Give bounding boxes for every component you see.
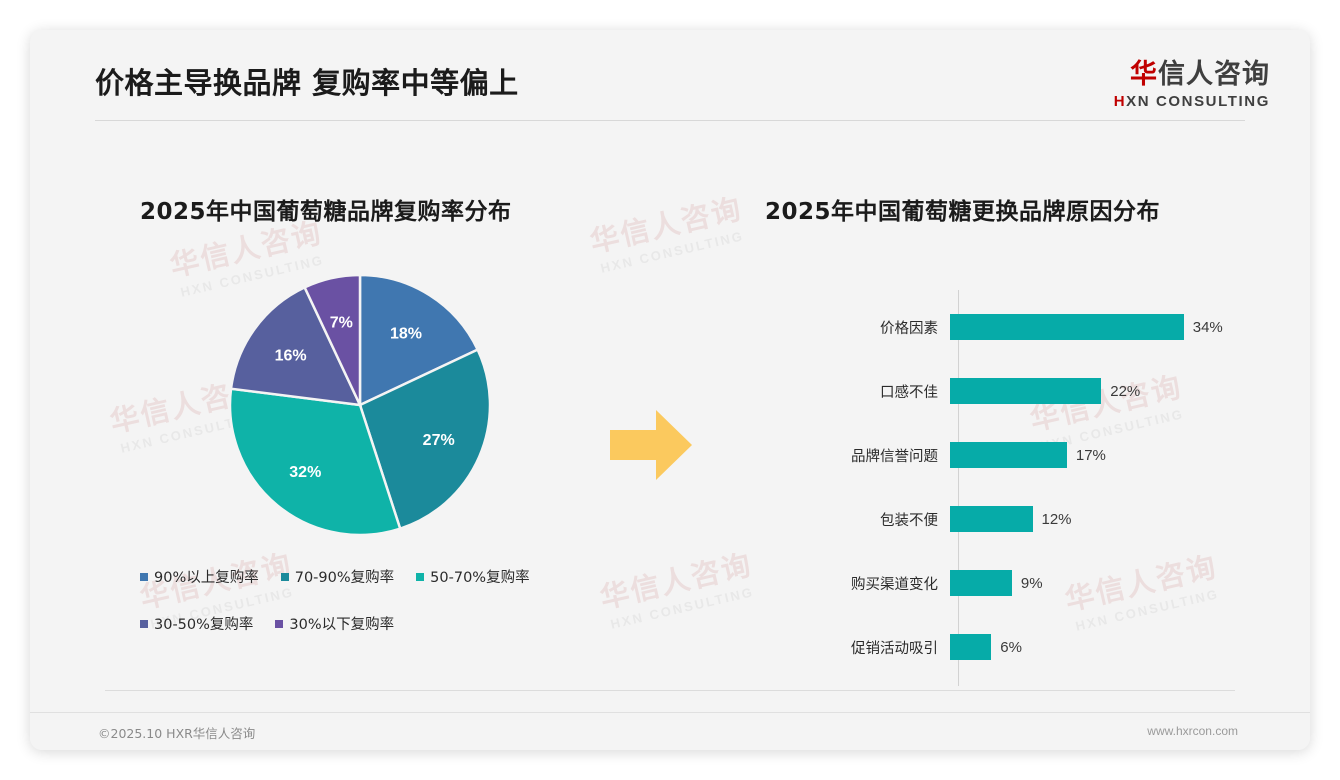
legend-swatch (280, 572, 289, 581)
footnote-divider (105, 690, 1235, 691)
legend-swatch (140, 572, 148, 581)
bar-category-label: 品牌信誉问题 (851, 448, 938, 465)
pie-slice-label: 18% (390, 326, 422, 343)
pie-slice (302, 273, 362, 406)
bar-category-label: 促销活动吸引 (851, 640, 938, 657)
pie-slice (228, 387, 402, 537)
legend-label: 50-70%复购率 (430, 570, 530, 586)
right-chart-title: 2025年中国葡萄糖更换品牌原因分布 (765, 199, 1161, 225)
logo-accent-char: 华 (1130, 59, 1158, 90)
pie-slice (358, 273, 480, 407)
slide-canvas: 华信人咨询 HXN CONSULTING 华信人咨询 HXN CONSULTIN… (30, 30, 1310, 750)
bar-row[interactable]: 包装不便 12% (765, 504, 1265, 534)
watermark-en: HXN CONSULTING (609, 584, 756, 632)
logo-rest-chars: 信人咨询 (1158, 59, 1270, 90)
bar-category-label: 口感不佳 (880, 384, 938, 401)
page-title: 价格主导换品牌 复购率中等偏上 (95, 66, 519, 100)
bar-value-label: 34% (1192, 318, 1223, 336)
bar-fill (950, 506, 1033, 532)
bar-chart: 价格因素 34% 口感不佳 22% 品牌信誉问题 17% 包装不便 12% 购买渠道变化 9% 促销… (765, 280, 1265, 690)
legend-item[interactable]: 30-50%复购率 (140, 613, 253, 634)
watermark: 华信人咨询 HXN CONSULTING (585, 185, 749, 276)
legend-item[interactable]: 30%以下复购率 (275, 613, 394, 634)
bar-chart-axis (958, 290, 959, 686)
watermark-en: HXN CONSULTING (599, 228, 746, 276)
bar-row[interactable]: 购买渠道变化 9% (765, 568, 1265, 598)
pie-slice (229, 285, 363, 407)
legend-swatch (275, 619, 284, 628)
bar-value-label: 12% (1041, 510, 1072, 528)
bar-row[interactable]: 价格因素 34% (765, 312, 1265, 342)
logo-en-accent: H (1113, 93, 1127, 110)
slide-footer: ©2025.10 HXR华信人咨询 www.hxrcon.com (30, 712, 1310, 750)
website-link[interactable]: www.hxrcon.com (1147, 724, 1238, 738)
company-logo: 华信人咨询 HXN CONSULTING (1114, 52, 1270, 110)
pie-legend: 90%以上复购率 70-90%复购率 50-70%复购率 30-50%复购率 30%以下… (140, 566, 610, 634)
pie-slice-label: 16% (275, 348, 307, 365)
bar-fill (950, 634, 992, 660)
bar-value-label: 9% (1020, 574, 1043, 592)
bar-row[interactable]: 品牌信誉问题 17% (765, 440, 1265, 470)
pie-slice-label: 32% (289, 464, 321, 481)
pie-slice-label: 27% (423, 432, 455, 449)
bar-fill (950, 570, 1012, 596)
pie-chart: 18% 27% 32% 16% 7% (125, 270, 575, 570)
bar-fill (950, 442, 1067, 468)
pie-slice (358, 347, 492, 531)
bar-value-label: 17% (1075, 446, 1106, 464)
watermark: 华信人咨询 HXN CONSULTING (595, 541, 759, 632)
right-arrow-icon (608, 408, 694, 487)
legend-swatch (140, 619, 148, 628)
bar-category-label: 价格因素 (880, 320, 938, 337)
bar-value-label: 22% (1110, 382, 1141, 400)
legend-swatch (416, 572, 425, 581)
bar-row[interactable]: 促销活动吸引 6% (765, 632, 1265, 662)
logo-chinese: 华信人咨询 (1114, 52, 1270, 91)
legend-label: 90%以上复购率 (154, 570, 259, 586)
bar-fill (950, 378, 1102, 404)
watermark-cn: 华信人咨询 (596, 547, 756, 616)
legend-label: 30-50%复购率 (154, 617, 254, 633)
arrow-shape (610, 410, 692, 480)
pie-slice-label: 7% (330, 314, 353, 331)
bar-value-label: 6% (1000, 638, 1022, 656)
header-divider (95, 120, 1245, 121)
legend-item[interactable]: 50-70%复购率 (416, 566, 530, 587)
left-chart-title: 2025年中国葡萄糖品牌复购率分布 (140, 199, 512, 225)
watermark-cn: 华信人咨询 (586, 191, 746, 260)
legend-item[interactable]: 90%以上复购率 (140, 566, 259, 587)
copyright-text: ©2025.10 HXR华信人咨询 (98, 726, 256, 741)
bar-category-label: 包装不便 (880, 512, 938, 529)
legend-label: 30%以下复购率 (289, 617, 395, 633)
bar-fill (950, 314, 1184, 340)
pie-chart-svg: 18% 27% 32% 16% 7% (228, 273, 492, 537)
logo-en-rest: XN CONSULTING (1126, 93, 1270, 110)
bar-category-label: 购买渠道变化 (851, 576, 938, 593)
legend-label: 70-90%复购率 (294, 570, 395, 586)
slide-header: 价格主导换品牌 复购率中等偏上 华信人咨询 HXN CONSULTING (30, 30, 1310, 125)
legend-item[interactable]: 70-90%复购率 (280, 566, 395, 587)
bar-row[interactable]: 口感不佳 22% (765, 376, 1265, 406)
logo-english: HXN CONSULTING (1114, 93, 1270, 110)
